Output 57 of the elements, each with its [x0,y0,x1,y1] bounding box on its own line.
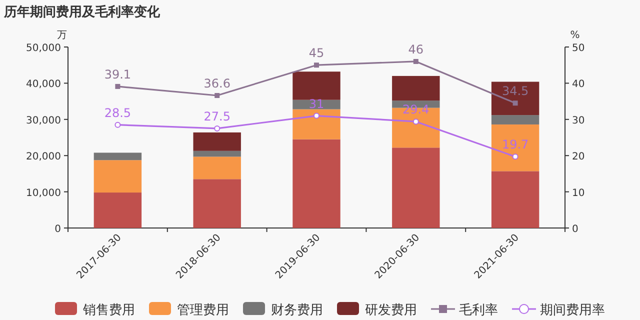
point [114,122,121,128]
bar [292,100,340,110]
data-label: 39.1 [104,67,132,82]
data-label: 36.6 [204,76,230,91]
bar [94,152,142,160]
legend-label: 销售费用 [82,303,135,318]
bar [491,115,540,124]
point [314,62,319,68]
point [512,154,518,160]
bar [292,72,340,100]
bar [193,150,241,157]
point [512,100,518,106]
chart-title: 历年期间费用及毛利率变化 [3,4,161,20]
data-label: 34.5 [502,84,529,98]
y2-tick-label: 10 [572,188,585,199]
bar [94,192,142,228]
data-label: 19.7 [502,138,529,152]
bar [193,156,241,180]
point [413,58,418,64]
data-label: 27.5 [204,109,230,124]
data-label: 46 [408,42,424,56]
legend-label: 财务费用 [271,303,323,318]
y-tick-label: 50,000 [26,43,61,54]
legend-label: 研发费用 [365,303,417,318]
y2-tick-label: 0 [572,224,578,235]
point [115,84,120,89]
bar [193,179,241,228]
point [314,112,320,119]
legend-label: 管理费用 [177,303,229,318]
y2-axis-title: % [570,30,580,41]
bar [392,148,440,228]
y-axis-title: 万 [57,30,67,41]
y-tick-label: 40,000 [26,79,61,90]
y2-tick-label: 50 [572,43,585,54]
bar [292,109,340,140]
bar [491,82,540,116]
bar [292,139,340,228]
y2-tick-label: 20 [572,152,585,163]
bar [491,171,540,228]
point [412,118,419,125]
data-label: 28.5 [104,106,132,120]
bar [392,76,440,101]
point [214,93,220,98]
y2-tick-label: 30 [572,115,585,126]
y-tick-label: 20,000 [26,152,61,163]
data-label: 45 [308,46,324,60]
y-tick-label: 10,000 [26,188,61,199]
legend-label: 期间费用率 [540,302,605,318]
bar [491,124,540,172]
point [214,125,220,132]
y2-tick-label: 40 [572,79,585,90]
y-tick-label: 30,000 [26,115,61,126]
y-tick-label: 0 [54,224,61,235]
bar [193,132,241,151]
bar [94,160,142,193]
data-label: 31 [308,96,324,111]
legend-label: 毛利率 [459,302,498,318]
